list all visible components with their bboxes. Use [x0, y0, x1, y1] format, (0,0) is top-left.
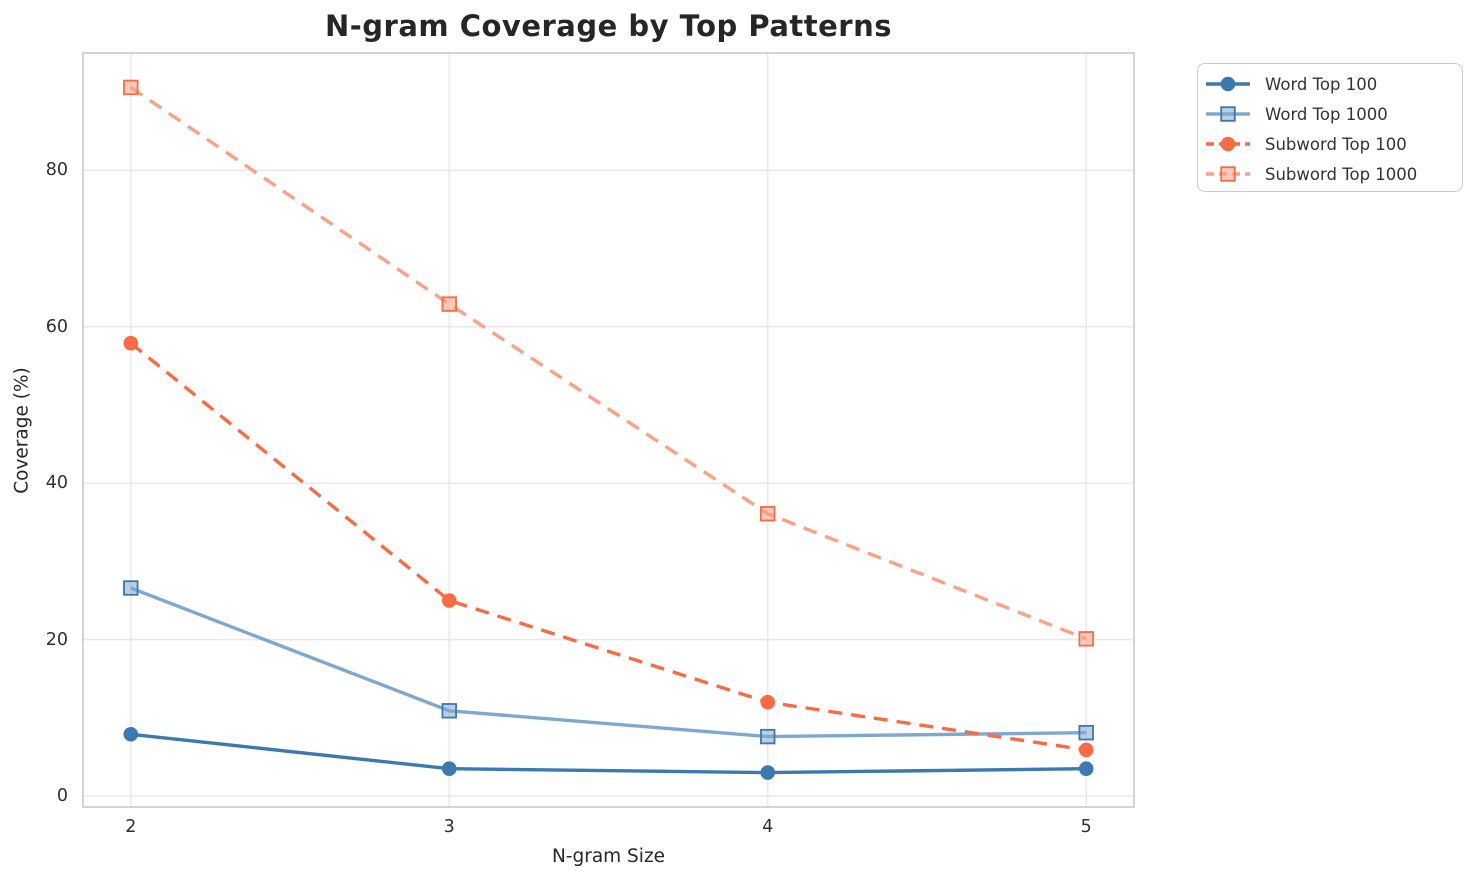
legend-item: Word Top 1000 [1205, 99, 1462, 129]
x-tick-label: 4 [762, 817, 774, 837]
legend-marker-icon [1206, 166, 1250, 182]
x-tick-label: 3 [443, 817, 455, 837]
data-point-square [1078, 631, 1094, 647]
data-point-square [1078, 724, 1094, 741]
data-point-circle [760, 694, 776, 710]
chart-title: N-gram Coverage by Top Patterns [324, 9, 893, 43]
data-point-square [760, 728, 776, 745]
data-point-circle [760, 765, 776, 780]
x-tick-label: 2 [125, 817, 137, 837]
series-markers-word-top-100 [123, 726, 1094, 780]
x-axis-label: N-gram Size [551, 846, 666, 867]
data-point-square [441, 703, 457, 719]
data-point-circle [123, 726, 139, 742]
series-markers-subword-top-100 [123, 335, 1094, 758]
data-point-circle [123, 335, 139, 351]
legend-item: Subword Top 1000 [1205, 159, 1462, 189]
plot-border [82, 52, 1135, 808]
series-markers-word-top-1000 [123, 580, 1094, 745]
series-line-word-top-1000 [130, 586, 1087, 739]
data-point-square [123, 79, 139, 96]
legend-item-label: Subword Top 1000 [1265, 164, 1418, 184]
legend-item: Subword Top 100 [1205, 129, 1462, 159]
legend-item-label: Word Top 100 [1265, 74, 1378, 94]
y-tick-label: 40 [45, 473, 68, 494]
y-tick-label: 20 [45, 629, 68, 650]
data-point-circle [441, 761, 457, 776]
legend-item: Word Top 100 [1205, 69, 1462, 99]
legend-marker-circle [1220, 76, 1236, 92]
data-point-square [123, 580, 139, 596]
legend-marker-icon [1206, 76, 1250, 92]
legend-item-label: Word Top 1000 [1265, 104, 1388, 124]
series-markers-subword-top-1000 [123, 79, 1094, 647]
legend-item-label: Subword Top 100 [1265, 134, 1407, 154]
data-point-circle [1078, 742, 1094, 758]
legend-marker-circle [1220, 136, 1236, 152]
y-tick-label: 0 [56, 786, 68, 807]
series-line-subword-top-100 [129, 341, 1087, 752]
legend: Word Top 100 Word Top 1000 Subword Top 100… [1197, 63, 1463, 192]
series-line-subword-top-1000 [129, 85, 1087, 641]
legend-marker-square [1220, 166, 1236, 182]
data-point-circle [441, 593, 457, 608]
y-tick-label: 80 [45, 160, 68, 181]
data-point-square [441, 296, 457, 312]
y-tick-label: 60 [45, 316, 68, 337]
data-point-square [760, 505, 776, 522]
legend-marker-square [1220, 106, 1236, 122]
legend-marker-icon [1206, 136, 1250, 152]
legend-marker-icon [1206, 106, 1250, 122]
series-line-word-top-100 [130, 732, 1087, 775]
x-tick-label: 5 [1080, 817, 1092, 837]
gridlines [83, 53, 1134, 807]
data-point-circle [1078, 761, 1094, 776]
